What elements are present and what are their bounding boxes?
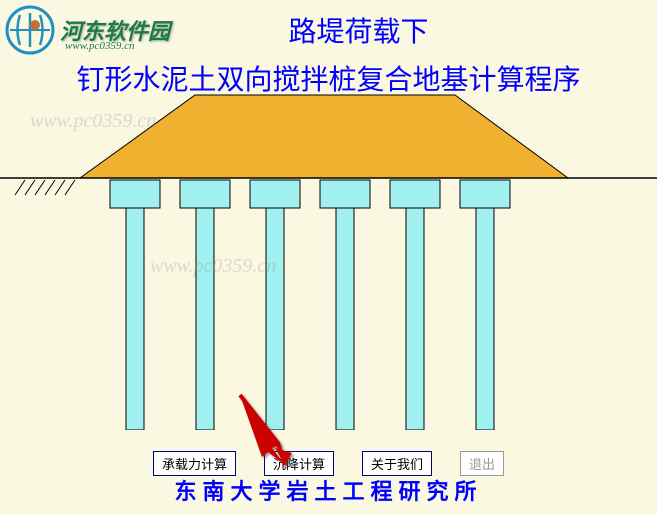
exit-button[interactable]: 退出 <box>460 451 504 476</box>
logo-icon <box>5 5 55 55</box>
watermark: www.pc0359.cn <box>30 110 156 133</box>
watermark: www.pc0359.cn <box>150 255 276 278</box>
footer-text: 东南大学岩土工程研究所 <box>0 474 657 506</box>
logo-container: 河东软件园 www.pc0359.cn <box>5 5 170 55</box>
about-button[interactable]: 关于我们 <box>362 451 432 476</box>
logo-url: www.pc0359.cn <box>65 40 134 52</box>
foundation-diagram <box>0 90 657 430</box>
bearing-capacity-button[interactable]: 承载力计算 <box>153 451 236 476</box>
pointer-arrow-icon <box>230 390 300 475</box>
button-row: 承载力计算 沉降计算 关于我们 退出 <box>0 451 657 476</box>
